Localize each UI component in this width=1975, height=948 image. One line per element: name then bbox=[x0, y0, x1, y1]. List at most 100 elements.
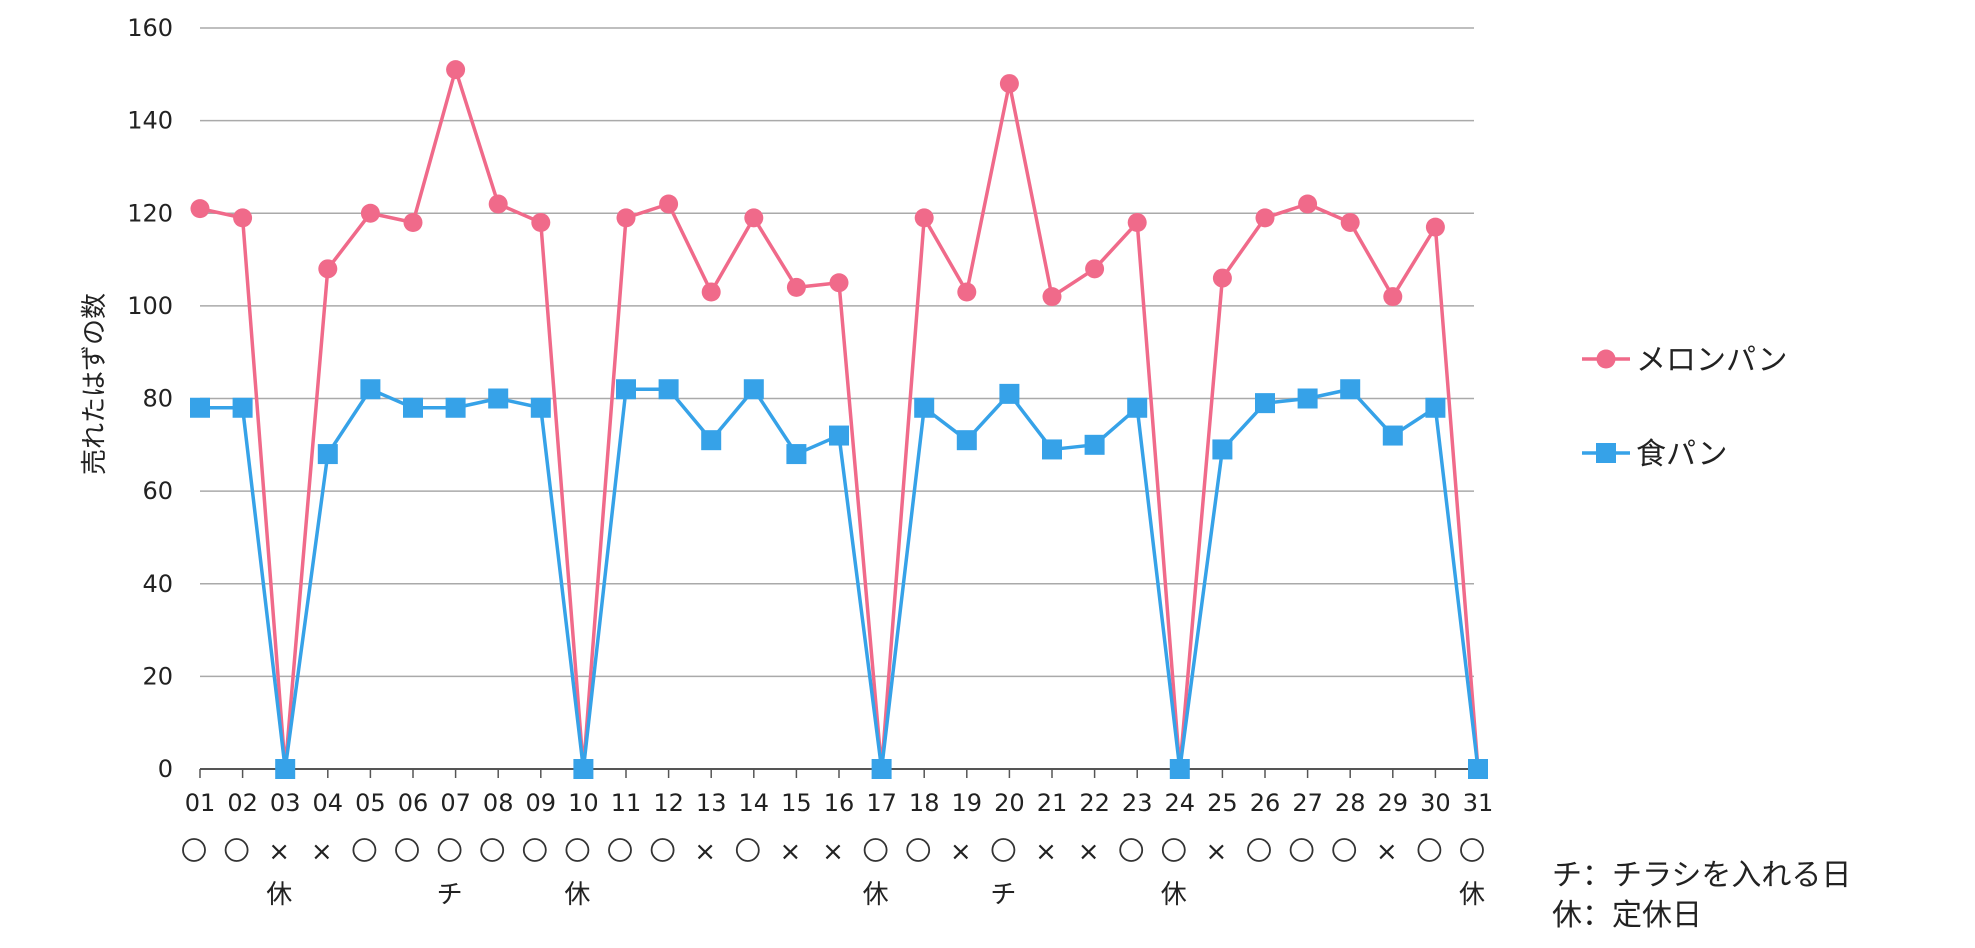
legend-label: 食パン bbox=[1636, 437, 1728, 472]
point-melonpan bbox=[957, 282, 977, 302]
y-tick-label: 0 bbox=[158, 755, 173, 783]
point-shokupan bbox=[530, 397, 551, 418]
point-melonpan bbox=[403, 213, 423, 233]
x-tick-label: 31 bbox=[1463, 789, 1494, 817]
mark-text: ○ bbox=[1296, 837, 1319, 867]
point-shokupan bbox=[1297, 388, 1318, 409]
point-shokupan bbox=[573, 759, 594, 779]
x-tick-label: 29 bbox=[1378, 789, 1409, 817]
point-melonpan bbox=[829, 273, 849, 293]
y-axis-ticks: 0 20 40 60 80 100 120 140 160 bbox=[127, 14, 173, 783]
x-tick-label: 24 bbox=[1165, 789, 1196, 817]
point-shokupan bbox=[701, 430, 722, 451]
mark-text: ○ bbox=[742, 837, 765, 867]
mark-circle bbox=[991, 838, 1016, 862]
point-shokupan bbox=[786, 444, 807, 465]
mark-circle bbox=[1119, 838, 1144, 862]
point-melonpan bbox=[318, 259, 338, 279]
mark-circle bbox=[1417, 838, 1442, 862]
point-melonpan bbox=[1383, 287, 1403, 307]
point-shokupan bbox=[1084, 434, 1105, 455]
mark-circle bbox=[735, 838, 760, 862]
y-tick-label: 160 bbox=[127, 14, 173, 42]
point-shokupan bbox=[1042, 439, 1062, 460]
point-shokupan bbox=[658, 379, 679, 400]
mark-text: ○ bbox=[913, 837, 936, 867]
mark-cross: × bbox=[780, 837, 802, 867]
x-tick-label: 05 bbox=[355, 789, 386, 817]
mark-circle bbox=[650, 838, 675, 862]
mark-text: ○ bbox=[1168, 837, 1191, 867]
point-melonpan bbox=[233, 208, 253, 228]
mark-circle bbox=[480, 838, 505, 862]
mark-cross: × bbox=[1206, 837, 1228, 867]
series-line-melonpan bbox=[199, 67, 1480, 771]
point-shokupan bbox=[956, 430, 977, 451]
x-tick-label: 11 bbox=[611, 789, 642, 817]
point-shokupan bbox=[232, 397, 253, 418]
point-melonpan bbox=[999, 74, 1019, 94]
x-tick-label: 02 bbox=[227, 789, 258, 817]
note-closed: 休：定休日 bbox=[1552, 898, 1702, 933]
mark-cross: × bbox=[694, 837, 716, 867]
x-tick-label: 13 bbox=[696, 789, 727, 817]
point-melonpan bbox=[659, 194, 679, 214]
mark-cross: × bbox=[1376, 837, 1398, 867]
day-note: 休 bbox=[564, 880, 590, 910]
legend-marker bbox=[1596, 443, 1616, 463]
x-tick-label: 07 bbox=[440, 789, 471, 817]
mark-text: ○ bbox=[572, 837, 595, 867]
y-tick-label: 140 bbox=[127, 107, 173, 135]
x-tick-label: 12 bbox=[653, 789, 684, 817]
point-melonpan bbox=[1340, 213, 1360, 233]
point-melonpan bbox=[531, 213, 551, 233]
point-melonpan bbox=[1042, 287, 1062, 307]
x-tick-label: 23 bbox=[1122, 789, 1153, 817]
x-tick-label: 25 bbox=[1207, 789, 1238, 817]
mark-circle bbox=[224, 838, 249, 862]
y-tick-label: 60 bbox=[142, 477, 173, 505]
x-tick-label: 28 bbox=[1335, 789, 1366, 817]
point-shokupan bbox=[743, 379, 764, 400]
x-tick-label: 03 bbox=[270, 789, 301, 817]
point-shokupan bbox=[999, 383, 1020, 404]
point-shokupan bbox=[360, 379, 381, 400]
mark-circle bbox=[522, 838, 547, 862]
point-melonpan bbox=[744, 208, 764, 228]
legend-marker bbox=[1596, 349, 1616, 369]
mark-cross: × bbox=[268, 837, 290, 867]
mark-circle bbox=[1289, 838, 1314, 862]
x-tick-label: 19 bbox=[952, 789, 983, 817]
mark-cross: × bbox=[311, 837, 333, 867]
mark-cross: × bbox=[950, 837, 972, 867]
point-shokupan bbox=[190, 397, 210, 418]
y-axis-label: 売れたはずの数 bbox=[80, 293, 110, 475]
x-tick-label: 18 bbox=[909, 789, 940, 817]
x-tick-label: 06 bbox=[398, 789, 429, 817]
point-shokupan bbox=[871, 759, 892, 779]
point-shokupan bbox=[1169, 759, 1190, 779]
x-tick-label: 20 bbox=[994, 789, 1025, 817]
mark-text: ○ bbox=[529, 837, 552, 867]
mark-circle bbox=[395, 838, 419, 862]
mark-circle bbox=[437, 838, 462, 862]
day-marks: ○ ○ × 休 × ○ ○ ○ チ ○ ○ ○ 休 ○ ○ × ○ × × ○ 休 ○ × ○ チ × × ○ ○ 休 × ○ ○ ○ × ○ ○ 休 bbox=[182, 837, 1485, 910]
mark-text: ○ bbox=[189, 837, 212, 867]
day-note: チ bbox=[990, 880, 1016, 910]
point-melonpan bbox=[701, 282, 721, 302]
point-shokupan bbox=[275, 759, 296, 779]
point-melonpan bbox=[190, 199, 210, 219]
x-tick-label: 22 bbox=[1079, 789, 1110, 817]
mark-text: ○ bbox=[487, 837, 510, 867]
x-tick-label: 17 bbox=[866, 789, 897, 817]
x-tick-label: 30 bbox=[1420, 789, 1451, 817]
point-shokupan bbox=[403, 397, 423, 418]
x-tick-label: 09 bbox=[526, 789, 557, 817]
day-note: 休 bbox=[266, 880, 292, 910]
mark-circle bbox=[182, 838, 206, 862]
series-line-shokupan bbox=[200, 387, 1480, 771]
x-tick-label: 04 bbox=[313, 789, 344, 817]
mark-circle bbox=[863, 838, 888, 862]
